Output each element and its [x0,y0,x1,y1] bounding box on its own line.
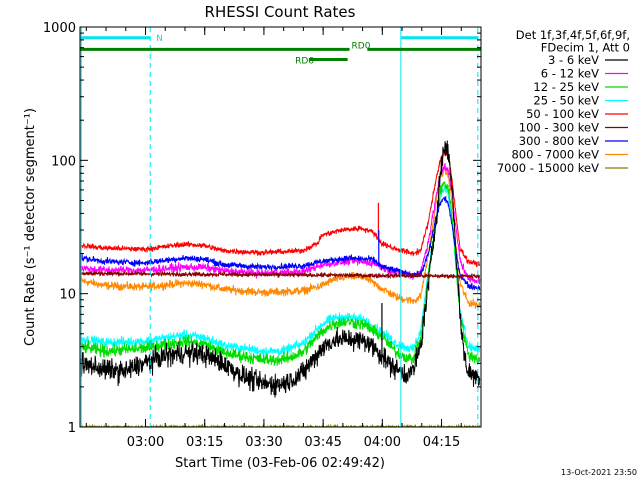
render-timestamp: 13-Oct-2021 23:50 [561,468,637,477]
series-line-1 [80,140,481,398]
flag-label-rd6: RD6 [295,57,314,67]
x-tick-label: 03:00 [127,435,164,450]
legend-label: 100 - 300 keV [519,121,599,135]
x-tick-label: 04:15 [423,435,460,450]
x-axis: 03:00 03:15 03:30 03:45 04:00 04:15 [85,27,482,450]
legend-label: 50 - 100 keV [526,107,599,121]
legend-label: 800 - 7000 keV [511,148,599,162]
legend-label: 300 - 800 keV [519,134,599,148]
y-axis: 1 10 100 1000 [43,21,481,436]
x-tick-label: 03:30 [245,435,282,450]
legend-label: 7000 - 15000 keV [497,161,599,175]
series-line-5 [80,151,481,268]
y-tick-label: 10 [59,288,76,303]
x-tick-label: 03:15 [186,435,223,450]
y-axis-label: Count Rate (s⁻¹ detector segment⁻¹) [23,108,38,346]
series-line-8 [80,164,481,309]
y-tick-label: 1 [68,421,76,436]
legend-label: 12 - 25 keV [533,80,599,94]
legend: Det 1f,3f,4f,5f,6f,9f,FDecim 1, Att 03 -… [497,28,630,175]
legend-header-line: FDecim 1, Att 0 [541,41,630,55]
legend-label: 6 - 12 keV [541,67,599,81]
flag-label-n: N [156,34,163,44]
x-axis-label: Start Time (03-Feb-06 02:49:42) [175,456,385,471]
plot-frame [79,26,482,428]
y-tick-label: 1000 [43,21,76,36]
legend-label: 25 - 50 keV [533,94,599,108]
legend-header-line: Det 1f,3f,4f,5f,6f,9f, [516,28,630,42]
series-layer [80,140,481,427]
flag-label-rd0: RD0 [352,41,371,51]
legend-label: 3 - 6 keV [548,53,599,67]
series-line-4 [80,186,481,357]
chart-title: RHESSI Count Rates [205,3,356,21]
series-line-6 [81,270,481,280]
series-line-3 [80,181,481,366]
y-tick-label: 100 [51,154,76,169]
x-tick-label: 04:00 [364,435,401,450]
series-line-2 [80,162,481,285]
flag-layer: N RD0 RD6 [80,27,481,427]
x-tick-label: 03:45 [304,435,341,450]
